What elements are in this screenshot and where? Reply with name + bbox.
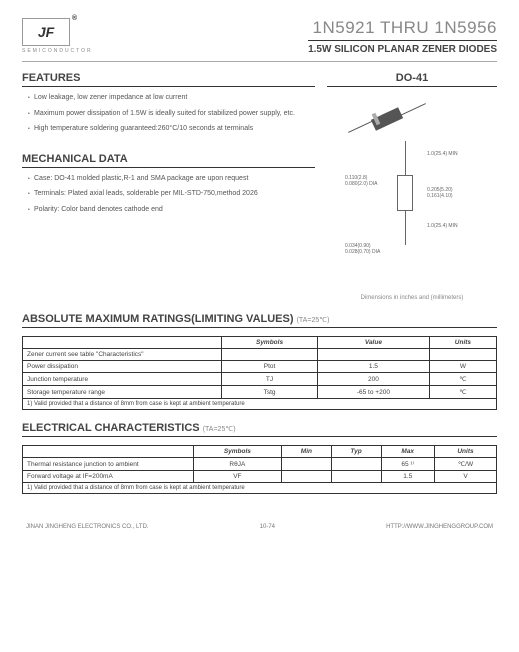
feature-item: Low leakage, low zener impedance at low … xyxy=(28,93,315,104)
logo-block: JF ® SEMICONDUCTOR xyxy=(22,18,93,54)
cell xyxy=(222,349,318,361)
abs-max-cond: (TA=25℃) xyxy=(297,317,330,324)
col-symbols: Symbols xyxy=(222,337,318,349)
table-row: Storage temperature rangeTstg-65 to +200… xyxy=(23,386,497,399)
mech-item: Polarity: Color band denotes cathode end xyxy=(28,205,315,216)
cell: VF xyxy=(193,471,282,483)
diode-lead-icon xyxy=(400,103,426,116)
header: JF ® SEMICONDUCTOR 1N5921 THRU 1N5956 1.… xyxy=(22,18,497,55)
diode-lead-icon xyxy=(348,120,374,133)
cell: Storage temperature range xyxy=(23,386,222,399)
footer: JINAN JINGHENG ELECTRONICS CO., LTD. 10-… xyxy=(22,524,497,530)
cell xyxy=(331,471,381,483)
cell: ℃/W xyxy=(434,458,496,471)
cell: ℃ xyxy=(429,373,496,386)
table-row: Forward voltage at IF=200mAVF 1.5V xyxy=(23,471,497,483)
cell: Thermal resistance junction to ambient xyxy=(23,458,194,471)
cell: 1.5 xyxy=(381,471,434,483)
footer-url: HTTP://WWW.JINGHENGGROUP.COM xyxy=(386,524,493,530)
elec-title: ELECTRICAL CHARACTERISTICS (TA=25℃) xyxy=(22,422,497,437)
table-row: Junction temperatureTJ200℃ xyxy=(23,373,497,386)
footer-page: 10-74 xyxy=(260,524,275,530)
footnote-cell: 1) Valid provided that a distance of 8mm… xyxy=(23,483,497,494)
table-row: Power dissipationPtot1.5W xyxy=(23,361,497,373)
col-min: Min xyxy=(282,446,332,458)
dim-lead-dia-b: 0.028(0.70) DIA xyxy=(345,249,380,255)
semiconductor-label: SEMICONDUCTOR xyxy=(22,48,93,54)
feature-item: High temperature soldering guaranteed:26… xyxy=(28,124,315,135)
feature-item: Maximum power dissipation of 1.5W is ide… xyxy=(28,109,315,120)
package-diagram: 1.0(25.4) MIN 0.110(2.8) 0.080(2.0) DIA … xyxy=(327,93,487,293)
abs-max-title: ABSOLUTE MAXIMUM RATINGS(LIMITING VALUES… xyxy=(22,313,497,328)
elec-title-text: ELECTRICAL CHARACTERISTICS xyxy=(22,422,200,434)
registered-icon: ® xyxy=(72,15,77,22)
lead-line xyxy=(405,211,406,245)
table-header-row: Symbols Value Units xyxy=(23,337,497,349)
elec-table: Symbols Min Typ Max Units Thermal resist… xyxy=(22,445,497,494)
cell: Forward voltage at IF=200mA xyxy=(23,471,194,483)
dim-body-len-b: 0.161(4.10) xyxy=(427,193,453,199)
cell xyxy=(282,458,332,471)
cell: -65 to +200 xyxy=(317,386,429,399)
col-param xyxy=(23,446,194,458)
cell: Power dissipation xyxy=(23,361,222,373)
mech-list: Case: DO-41 molded plastic,R-1 and SMA p… xyxy=(22,174,315,216)
table-footnote: 1) Valid provided that a distance of 8mm… xyxy=(23,483,497,494)
main-title: 1N5921 THRU 1N5956 xyxy=(308,18,497,38)
cell xyxy=(317,349,429,361)
cell xyxy=(331,458,381,471)
elec-cond: (TA=25℃) xyxy=(203,426,236,433)
abs-max-title-text: ABSOLUTE MAXIMUM RATINGS(LIMITING VALUES… xyxy=(22,313,294,325)
dim-lead-len2: 1.0(25.4) MIN xyxy=(427,223,458,229)
cell: V xyxy=(434,471,496,483)
table-row: Thermal resistance junction to ambientRθ… xyxy=(23,458,497,471)
cell: Ptot xyxy=(222,361,318,373)
cell: RθJA xyxy=(193,458,282,471)
footer-company: JINAN JINGHENG ELECTRONICS CO., LTD. xyxy=(26,524,149,530)
cell: Zener current see table "Characteristics… xyxy=(23,349,222,361)
cell: Tstg xyxy=(222,386,318,399)
cell: 200 xyxy=(317,373,429,386)
logo-icon: JF ® xyxy=(22,18,70,46)
col-symbols: Symbols xyxy=(193,446,282,458)
col-typ: Typ xyxy=(331,446,381,458)
package-title: DO-41 xyxy=(327,72,497,87)
mech-item: Case: DO-41 molded plastic,R-1 and SMA p… xyxy=(28,174,315,185)
abs-max-table: Symbols Value Units Zener current see ta… xyxy=(22,336,497,410)
col-value: Value xyxy=(317,337,429,349)
features-title: FEATURES xyxy=(22,72,315,87)
title-block: 1N5921 THRU 1N5956 1.5W SILICON PLANAR Z… xyxy=(308,18,497,55)
footnote-cell: 1) Valid provided that a distance of 8mm… xyxy=(23,399,497,410)
cell: ℃ xyxy=(429,386,496,399)
lead-line xyxy=(405,141,406,175)
dim-body-dia-b: 0.080(2.0) DIA xyxy=(345,181,378,187)
sub-title: 1.5W SILICON PLANAR ZENER DIODES xyxy=(308,40,497,55)
mech-title: MECHANICAL DATA xyxy=(22,153,315,168)
mech-item: Terminals: Plated axial leads, solderabl… xyxy=(28,189,315,200)
table-header-row: Symbols Min Typ Max Units xyxy=(23,446,497,458)
divider xyxy=(22,61,497,62)
col-max: Max xyxy=(381,446,434,458)
cell: 1.5 xyxy=(317,361,429,373)
cell: W xyxy=(429,361,496,373)
col-units: Units xyxy=(429,337,496,349)
table-row: Zener current see table "Characteristics… xyxy=(23,349,497,361)
col-param xyxy=(23,337,222,349)
cell xyxy=(429,349,496,361)
cell: TJ xyxy=(222,373,318,386)
dim-lead-len: 1.0(25.4) MIN xyxy=(427,151,458,157)
col-units: Units xyxy=(434,446,496,458)
table-footnote: 1) Valid provided that a distance of 8mm… xyxy=(23,399,497,410)
body-outline xyxy=(397,175,413,211)
logo-text: JF xyxy=(38,24,54,40)
cell: Junction temperature xyxy=(23,373,222,386)
cell xyxy=(282,471,332,483)
dim-caption: Dimensions in inches and (millimeters) xyxy=(327,295,497,301)
features-list: Low leakage, low zener impedance at low … xyxy=(22,93,315,135)
cell: 65 ¹⁾ xyxy=(381,458,434,471)
